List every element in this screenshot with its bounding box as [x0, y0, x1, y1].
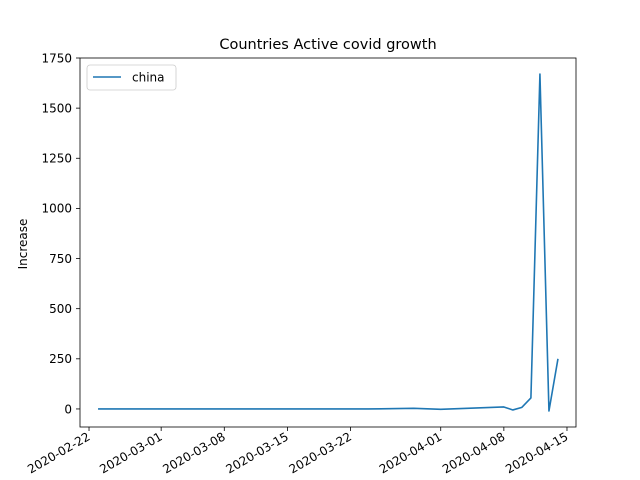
x-tick-label: 2020-03-22: [287, 429, 354, 476]
chart-title: Countries Active covid growth: [219, 37, 436, 53]
y-tick-label: 1000: [41, 202, 72, 216]
legend: china: [86, 64, 177, 91]
y-tick-label: 250: [49, 352, 72, 366]
x-tick-label: 2020-03-15: [224, 429, 291, 476]
x-tick-label: 2020-04-15: [503, 429, 570, 476]
y-tick-label: 0: [64, 402, 72, 416]
x-tick-label: 2020-04-08: [440, 429, 507, 476]
y-tick-label: 500: [49, 302, 72, 316]
x-tick-label: 2020-04-01: [377, 429, 444, 476]
legend-box: [86, 64, 177, 91]
x-tick-label: 2020-03-08: [160, 429, 227, 476]
y-tick-label: 750: [49, 252, 72, 266]
plot-frame: [79, 57, 577, 428]
y-axis-label: Increase: [16, 219, 30, 270]
y-tick-label: 1750: [41, 51, 72, 65]
series-line-china: [98, 73, 559, 412]
x-tick-label: 2020-02-22: [25, 429, 92, 476]
y-tick-label: 1250: [41, 152, 72, 166]
y-axis: 0 250 500 750 1000 1250 1500 1750: [41, 51, 80, 416]
x-axis: 2020-02-22 2020-03-012020-03-082020-03-15…: [25, 427, 570, 476]
legend-label: china: [132, 70, 165, 84]
x-tick-label: 2020-03-01: [97, 429, 164, 476]
plot-area: [79, 57, 577, 428]
y-tick-label: 1500: [41, 101, 72, 115]
